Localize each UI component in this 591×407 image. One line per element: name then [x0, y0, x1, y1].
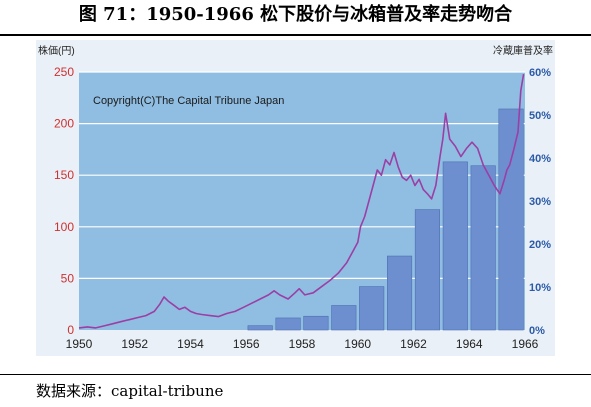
right-tick-label: 20%: [529, 239, 551, 251]
stock-price-line: [78, 73, 525, 329]
x-tick-label: 1960: [344, 337, 371, 351]
left-axis-label: 株価(円): [38, 44, 75, 57]
right-axis-ticks: 0% 10% 20% 30% 40% 50% 60%: [529, 67, 551, 337]
right-tick-label: 30%: [529, 196, 551, 208]
figure-title: 图 71：1950-1966 松下股价与冰箱普及率走势吻合: [78, 4, 513, 25]
refrigerator-rate-bar: [498, 108, 524, 331]
right-tick-label: 60%: [529, 67, 551, 79]
bottom-rule: [0, 374, 591, 375]
x-tick-label: 1950: [66, 337, 93, 351]
refrigerator-rate-bar: [247, 325, 273, 331]
left-tick-label: 0: [67, 323, 74, 337]
x-tick-label: 1958: [289, 337, 316, 351]
refrigerator-rate-bar: [470, 165, 496, 331]
refrigerator-rate-bar: [386, 255, 413, 331]
left-tick-label: 50: [61, 271, 75, 285]
top-rule: [0, 34, 591, 36]
refrigerator-rate-bar: [303, 315, 329, 331]
right-tick-label: 50%: [529, 110, 551, 122]
right-tick-label: 40%: [529, 153, 551, 165]
left-tick-label: 200: [54, 117, 74, 131]
x-tick-label: 1964: [456, 337, 483, 351]
refrigerator-rate-bar: [414, 209, 441, 331]
x-tick-label: 1956: [233, 337, 260, 351]
right-axis-label: 冷蔵庫普及率: [493, 44, 553, 57]
x-tick-label: 1966: [512, 337, 539, 351]
x-axis-ticks: 1950 1952 1954 1956 1958 1960 1962 1964 1966: [66, 337, 539, 351]
refrigerator-rate-bar: [442, 161, 468, 331]
x-tick-label: 1962: [400, 337, 427, 351]
source-note: 数据来源：capital-tribune: [36, 382, 224, 400]
bars: [247, 108, 524, 331]
left-tick-label: 250: [54, 65, 74, 79]
right-tick-label: 0%: [529, 325, 545, 337]
copyright-note: Copyright(C)The Capital Tribune Japan: [93, 95, 284, 107]
left-axis-ticks: 0 50 100 150 200 250: [54, 65, 74, 337]
x-tick-label: 1952: [121, 337, 148, 351]
right-tick-label: 10%: [529, 282, 551, 294]
refrigerator-rate-bar: [359, 286, 385, 331]
refrigerator-rate-bar: [331, 305, 357, 331]
chart: 0 50 100 150 200 250 0% 10% 20% 30% 40% 50% 60% 195…: [36, 40, 555, 356]
x-tick-label: 1954: [177, 337, 204, 351]
left-tick-label: 150: [54, 168, 74, 182]
left-tick-label: 100: [54, 220, 74, 234]
refrigerator-rate-bar: [275, 317, 301, 331]
